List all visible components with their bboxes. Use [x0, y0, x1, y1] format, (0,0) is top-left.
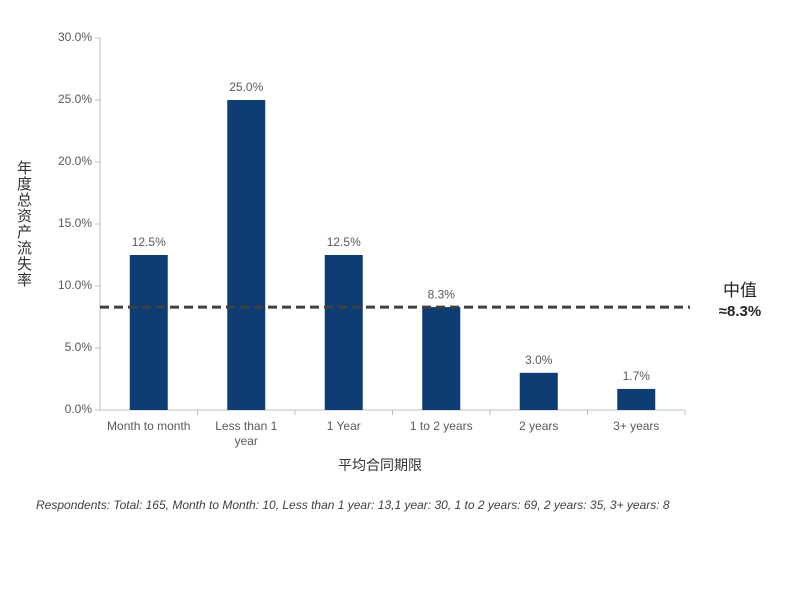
bar [422, 307, 461, 410]
y-tick-label: 5.0% [65, 340, 93, 354]
value-label: 12.5% [327, 235, 361, 249]
x-tick-label: 1 to 2 years [409, 419, 473, 433]
median-value-label: ≈8.3% [718, 303, 762, 320]
y-axis-title: 年度总资产流失率 [15, 160, 33, 288]
x-tick-label: Less than 1 year [215, 419, 278, 448]
y-tick-label: 20.0% [58, 154, 92, 168]
bar [129, 255, 168, 410]
y-tick-label: 10.0% [58, 278, 92, 292]
bar [324, 255, 363, 410]
y-tick-label: 25.0% [58, 92, 92, 106]
value-label: 12.5% [132, 235, 166, 249]
bar [227, 100, 266, 410]
median-label: 中值 [723, 281, 757, 300]
x-axis-title: 平均合同期限 [338, 457, 422, 473]
value-label: 3.0% [525, 353, 553, 367]
bar [617, 388, 656, 410]
y-tick-label: 15.0% [58, 216, 92, 230]
y-tick-label: 30.0% [58, 30, 92, 44]
x-tick-label: 2 years [519, 419, 559, 433]
x-tick-label: 1 Year [326, 419, 361, 433]
bar [519, 372, 558, 410]
x-tick-label: Month to month [107, 419, 191, 433]
value-label: 25.0% [229, 80, 263, 94]
x-tick-label: 3+ years [613, 419, 660, 433]
footnote: Respondents: Total: 165, Month to Month:… [36, 498, 670, 512]
value-label: 1.7% [623, 369, 651, 383]
y-tick-label: 0.0% [65, 402, 93, 416]
value-label: 8.3% [428, 287, 456, 301]
